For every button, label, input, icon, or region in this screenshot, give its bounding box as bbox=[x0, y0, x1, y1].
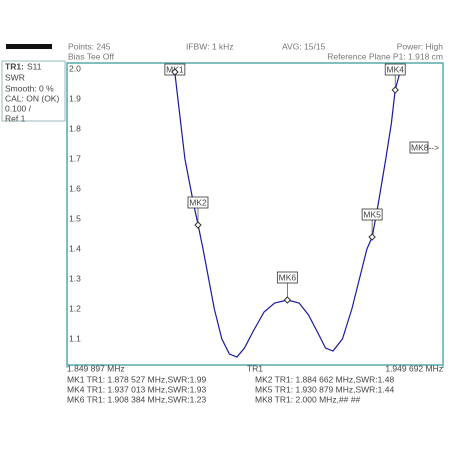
points: Points: 245 bbox=[68, 41, 111, 51]
marker-readout: MK4 TR1: 1.937 013 MHz,SWR:1.93 bbox=[67, 384, 206, 394]
y-tick-label: 2.0 bbox=[69, 63, 81, 73]
marker-label: MK2 bbox=[189, 197, 207, 207]
cal: CAL: ON (OK) bbox=[5, 93, 59, 103]
smooth: Smooth: 0 % bbox=[5, 83, 54, 93]
y-tick-label: 1.8 bbox=[69, 123, 81, 133]
trace-panel bbox=[1, 60, 66, 122]
ifbw: IFBW: 1 kHz bbox=[186, 41, 234, 51]
scale: 0.100 / bbox=[5, 103, 32, 113]
offscale-box bbox=[409, 141, 429, 154]
marker-diamond bbox=[368, 233, 376, 241]
format: SWR bbox=[5, 72, 25, 82]
marker-label: MK5 bbox=[363, 209, 381, 219]
trace-param: S11 bbox=[27, 61, 42, 71]
power: Power: High bbox=[397, 41, 444, 51]
trace-id: TR1: bbox=[5, 61, 24, 71]
y-tick-label: 1.6 bbox=[69, 183, 81, 193]
marker-readout: MK5 TR1: 1.930 879 MHz,SWR:1.44 bbox=[255, 384, 394, 394]
marker-label: MK6 bbox=[279, 272, 297, 282]
marker-readout: MK2 TR1: 1.884 662 MHz,SWR:1.48 bbox=[255, 374, 394, 384]
ref-plane: Reference Plane P1: 1.918 cm bbox=[327, 51, 443, 61]
marker-readout: MK6 TR1: 1.908 384 MHz,SWR:1.23 bbox=[67, 394, 206, 404]
marker-box bbox=[361, 208, 383, 221]
trace-bar bbox=[6, 44, 52, 49]
offscale-marker: MK8--> bbox=[411, 142, 439, 152]
y-tick-label: 1.9 bbox=[69, 93, 81, 103]
x-tick-label: 1.949 692 MHz bbox=[385, 363, 443, 373]
y-tick-label: 1.5 bbox=[69, 213, 81, 223]
plot-frame bbox=[66, 62, 444, 366]
marker-diamond bbox=[194, 221, 202, 229]
marker-diamond bbox=[171, 68, 179, 76]
trace-label: TR1 bbox=[247, 363, 263, 373]
y-tick-label: 1.4 bbox=[69, 243, 81, 253]
marker-readout: MK8 TR1: 2.000 MHz,## ## bbox=[255, 394, 360, 404]
marker-box bbox=[276, 271, 298, 284]
y-tick-label: 1.2 bbox=[69, 303, 81, 313]
marker-box bbox=[384, 63, 406, 76]
marker-diamond bbox=[283, 296, 292, 304]
y-tick-label: 1.7 bbox=[69, 153, 81, 163]
y-tick-label: 1.3 bbox=[69, 273, 81, 283]
y-tick-label: 1.1 bbox=[69, 333, 81, 343]
ref: Ref 1 bbox=[5, 113, 26, 123]
marker-readout: MK1 TR1: 1.878 527 MHz,SWR:1.99 bbox=[67, 374, 206, 384]
marker-diamond bbox=[391, 86, 399, 94]
x-tick-label: 1.849 897 MHz bbox=[67, 363, 125, 373]
bias: Bias Tee Off bbox=[68, 51, 115, 61]
marker-box bbox=[187, 196, 209, 209]
avg: AVG: 15/15 bbox=[282, 41, 326, 51]
marker-label: MK4 bbox=[386, 64, 404, 74]
